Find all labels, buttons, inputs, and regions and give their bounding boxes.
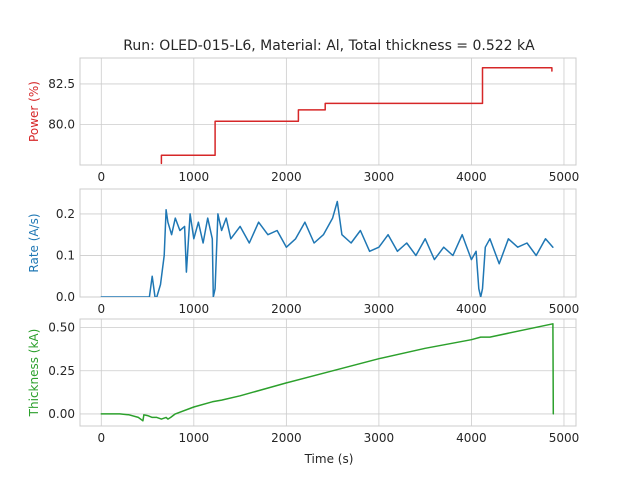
panel-3: 0 1000 2000 3000 4000 5000 0.00 0.25 0.50 Thickne… — [27, 318, 580, 445]
x-tick-label: 4000 — [456, 431, 487, 445]
x-tick-label: 3000 — [364, 431, 395, 445]
panel-2: 0 1000 2000 3000 4000 5000 0.0 0.1 0.2 Rate (A/s) — [27, 188, 580, 316]
grid-lines — [80, 58, 576, 165]
x-axis-label: Time (s) — [304, 452, 354, 466]
series-line — [160, 66, 553, 165]
x-tick-label: 1000 — [179, 431, 210, 445]
x-tick-label: 4000 — [456, 302, 487, 316]
x-tick-label: 0 — [97, 302, 105, 316]
x-tick-label: 5000 — [549, 170, 580, 184]
y-axis-label: Power (%) — [27, 81, 41, 142]
x-tick-label: 0 — [97, 431, 105, 445]
plot-area — [79, 57, 577, 166]
x-tick-label: 2000 — [271, 170, 302, 184]
y-tick-label: 0.25 — [48, 364, 75, 378]
chart-panels: 0 1000 2000 3000 4000 5000 80.0 82.5 Power (%) 0 1… — [27, 57, 580, 445]
chart-title: Run: OLED-015-L6, Material: Al, Total th… — [123, 38, 535, 54]
x-tick-label: 3000 — [364, 170, 395, 184]
y-tick-label: 82.5 — [48, 77, 75, 91]
y-tick-label: 0.00 — [48, 407, 75, 421]
panel-1: 0 1000 2000 3000 4000 5000 80.0 82.5 Power (%) — [27, 57, 580, 184]
y-tick-label: 80.0 — [48, 117, 75, 131]
plot-area — [79, 188, 577, 298]
x-tick-label: 2000 — [271, 431, 302, 445]
x-tick-label: 5000 — [549, 302, 580, 316]
x-tick-label: 1000 — [179, 170, 210, 184]
series-line — [100, 323, 555, 422]
y-axis-label: Thickness (kA) — [27, 329, 41, 418]
x-tick-label: 1000 — [179, 302, 210, 316]
grid-lines — [80, 189, 576, 298]
series-line — [100, 200, 554, 297]
x-tick-label: 0 — [97, 170, 105, 184]
y-tick-label: 0.1 — [56, 248, 75, 262]
x-tick-label: 5000 — [549, 431, 580, 445]
y-tick-label: 0.0 — [56, 290, 75, 304]
y-tick-label: 0.50 — [48, 321, 75, 335]
x-tick-label: 4000 — [456, 170, 487, 184]
y-tick-label: 0.2 — [56, 207, 75, 221]
grid-lines — [80, 319, 576, 426]
x-tick-label: 2000 — [271, 302, 302, 316]
x-tick-label: 3000 — [364, 302, 395, 316]
y-axis-label: Rate (A/s) — [27, 213, 41, 272]
